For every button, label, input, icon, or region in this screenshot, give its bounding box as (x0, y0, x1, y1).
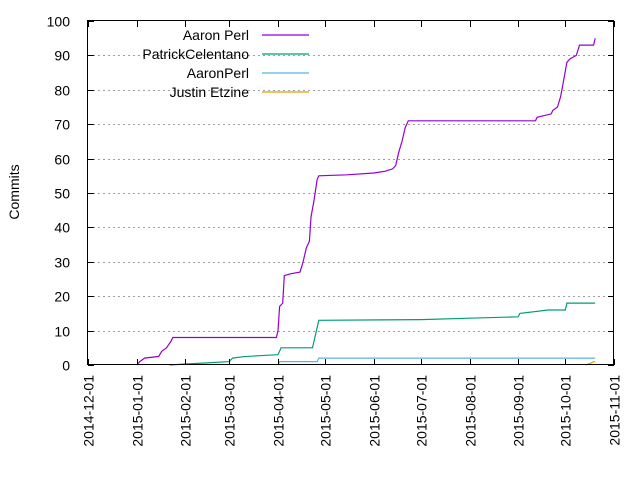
y-tick-label: 30 (54, 255, 70, 271)
y-tick-label: 20 (54, 289, 70, 305)
x-axis-ticks: 2014-12-01 2015-01-01 2015-02-01 2015-03-01… (81, 21, 623, 447)
plot-frame (87, 20, 614, 365)
legend-label-patrickcelentano: PatrickCelentano (142, 46, 249, 62)
legend-label-aaronperl: AaronPerl (187, 65, 249, 81)
y-tick-label: 90 (54, 48, 70, 64)
x-tick-label: 2015-10-01 (558, 375, 574, 447)
x-tick-label: 2015-09-01 (511, 375, 527, 447)
series-line-patrickcelentano (169, 302, 596, 366)
series-line-aaron-perl (136, 38, 596, 366)
y-tick-label: 80 (54, 83, 70, 99)
x-tick-label: 2015-08-01 (463, 375, 479, 447)
x-tick-label: 2014-12-01 (81, 375, 97, 447)
x-tick-label: 2015-03-01 (222, 375, 238, 447)
y-tick-label: 60 (54, 152, 70, 168)
y-tick-label: 100 (47, 14, 71, 30)
y-axis-title: Commits (6, 164, 22, 219)
y-tick-label: 10 (54, 324, 70, 340)
x-tick-label: 2015-06-01 (367, 375, 383, 447)
x-tick-label: 2015-01-01 (130, 375, 146, 447)
grid-lines (88, 55, 614, 332)
y-tick-label: 50 (54, 186, 70, 202)
legend-label-justin-etzine: Justin Etzine (170, 84, 250, 100)
x-tick-label: 2015-02-01 (178, 375, 194, 447)
y-axis-ticks: 0 10 20 30 40 50 60 70 80 90 100 (47, 14, 614, 374)
legend: Aaron Perl PatrickCelentano AaronPerl Justi… (142, 27, 309, 100)
x-tick-label: 2015-11-01 (607, 375, 623, 446)
series-lines (136, 38, 596, 366)
y-tick-label: 40 (54, 220, 70, 236)
x-tick-label: 2015-05-01 (318, 375, 334, 447)
x-tick-label: 2015-07-01 (414, 375, 430, 447)
x-tick-label: 2015-04-01 (271, 375, 287, 447)
y-tick-label: 0 (62, 358, 70, 374)
legend-label-aaron-perl: Aaron Perl (183, 27, 249, 43)
y-tick-label: 70 (54, 117, 70, 133)
series-line-aaronperl (277, 357, 596, 366)
